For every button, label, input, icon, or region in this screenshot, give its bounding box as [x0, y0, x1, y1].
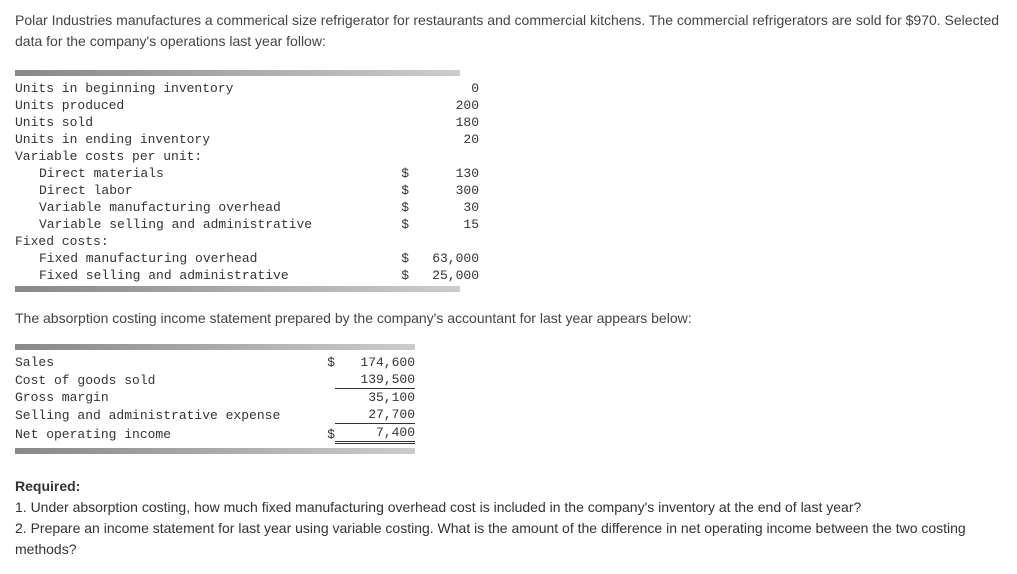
mid-paragraph: The absorption costing income statement … [15, 310, 1002, 326]
row-label: Fixed costs: [15, 233, 379, 250]
table2-top-bar [15, 344, 415, 350]
row-value: 30 [409, 199, 479, 216]
table-row: Variable selling and administrative$15 [15, 216, 479, 233]
row-value: 139,500 [335, 371, 415, 389]
table-row: Selling and administrative expense 27,700 [15, 406, 415, 424]
row-currency-symbol [305, 406, 335, 424]
row-currency-symbol: $ [379, 250, 409, 267]
table-row: Direct materials$130 [15, 165, 479, 182]
row-value: 15 [409, 216, 479, 233]
row-currency-symbol: $ [305, 354, 335, 371]
table-row: Sales$174,600 [15, 354, 415, 371]
row-value: 200 [409, 97, 479, 114]
table-row: Units produced 200 [15, 97, 479, 114]
row-label: Variable costs per unit: [15, 148, 379, 165]
row-label: Direct labor [15, 182, 379, 199]
row-value: 130 [409, 165, 479, 182]
table-row: Cost of goods sold 139,500 [15, 371, 415, 389]
row-label: Units produced [15, 97, 379, 114]
row-currency-symbol: $ [305, 424, 335, 444]
row-currency-symbol [305, 371, 335, 389]
row-label: Variable manufacturing overhead [15, 199, 379, 216]
required-section: Required: 1. Under absorption costing, h… [15, 476, 1002, 560]
table-row: Variable manufacturing overhead$30 [15, 199, 479, 216]
intro-text: Polar Industries manufactures a commeric… [15, 10, 1002, 52]
row-value: 174,600 [335, 354, 415, 371]
table-row: Units in ending inventory 20 [15, 131, 479, 148]
row-value: 0 [409, 80, 479, 97]
row-value: 25,000 [409, 267, 479, 284]
required-q1: 1. Under absorption costing, how much fi… [15, 499, 861, 515]
row-currency-symbol: $ [379, 267, 409, 284]
row-currency-symbol [379, 233, 409, 250]
row-value [409, 233, 479, 250]
table1-top-bar [15, 70, 460, 76]
row-label: Cost of goods sold [15, 371, 305, 389]
row-currency-symbol [379, 80, 409, 97]
row-value: 7,400 [335, 424, 415, 444]
row-label: Units sold [15, 114, 379, 131]
row-label: Fixed selling and administrative [15, 267, 379, 284]
row-currency-symbol: $ [379, 199, 409, 216]
table-row: Fixed manufacturing overhead$63,000 [15, 250, 479, 267]
table-row: Fixed costs: [15, 233, 479, 250]
row-value: 35,100 [335, 389, 415, 406]
table1-bottom-bar [15, 286, 460, 292]
row-value: 20 [409, 131, 479, 148]
row-value: 300 [409, 182, 479, 199]
table-row: Variable costs per unit: [15, 148, 479, 165]
required-heading: Required: [15, 478, 80, 494]
row-value: 180 [409, 114, 479, 131]
table-row: Net operating income$7,400 [15, 424, 415, 444]
row-currency-symbol [305, 389, 335, 406]
row-label: Fixed manufacturing overhead [15, 250, 379, 267]
row-label: Sales [15, 354, 305, 371]
income-statement-table: Sales$174,600Cost of goods sold139,500Gr… [15, 354, 415, 444]
row-value: 27,700 [335, 406, 415, 424]
row-value [409, 148, 479, 165]
table-row: Units in beginning inventory 0 [15, 80, 479, 97]
table-row: Gross margin 35,100 [15, 389, 415, 406]
row-currency-symbol: $ [379, 165, 409, 182]
row-value: 63,000 [409, 250, 479, 267]
table-row: Units sold 180 [15, 114, 479, 131]
required-q2: 2. Prepare an income statement for last … [15, 520, 966, 557]
row-currency-symbol [379, 131, 409, 148]
table-row: Direct labor$300 [15, 182, 479, 199]
row-label: Units in beginning inventory [15, 80, 379, 97]
row-label: Direct materials [15, 165, 379, 182]
row-label: Units in ending inventory [15, 131, 379, 148]
row-currency-symbol [379, 97, 409, 114]
row-currency-symbol [379, 114, 409, 131]
table-row: Fixed selling and administrative$25,000 [15, 267, 479, 284]
row-label: Net operating income [15, 424, 305, 444]
operations-data-table: Units in beginning inventory0Units produ… [15, 80, 479, 284]
row-label: Variable selling and administrative [15, 216, 379, 233]
row-label: Gross margin [15, 389, 305, 406]
row-label: Selling and administrative expense [15, 406, 305, 424]
row-currency-symbol: $ [379, 216, 409, 233]
table2-bottom-bar [15, 448, 415, 454]
row-currency-symbol [379, 148, 409, 165]
row-currency-symbol: $ [379, 182, 409, 199]
